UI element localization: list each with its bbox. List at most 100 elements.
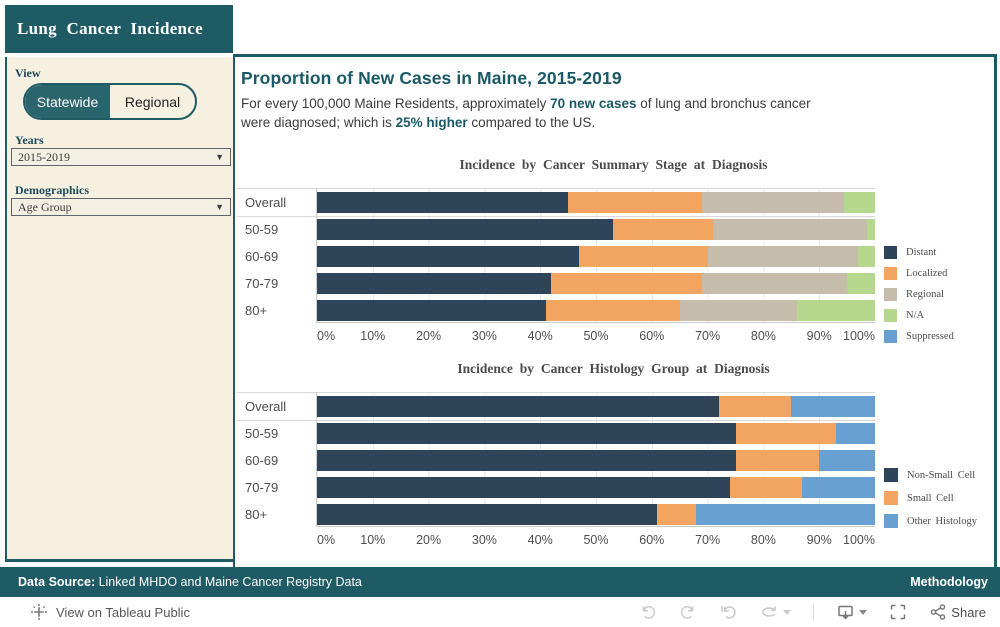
toolbar-divider [813,604,815,620]
download-options-caret[interactable] [859,609,868,615]
legend-item[interactable]: Suppressed [884,330,954,343]
legend-item[interactable]: N/A [884,309,954,322]
bar-segment[interactable] [317,396,719,417]
page-title: Proportion of New Cases in Maine, 2015-2… [241,68,622,88]
category-label: 80+ [245,303,268,318]
bar-segment[interactable] [707,246,859,267]
legend-label: N/A [906,310,925,321]
legend-item[interactable]: Other Histology [884,514,977,528]
legend-item[interactable]: Distant [884,246,954,259]
bar-segment[interactable] [612,219,714,240]
bar-row [317,297,875,324]
intro-line-1: For every 100,000 Maine Residents, appro… [241,96,811,111]
main-panel: Proportion of New Cases in Maine, 2015-2… [233,54,997,568]
filter-sidebar: View Statewide Regional Years 2015-2019 … [5,57,233,562]
bar-segment[interactable] [735,450,820,471]
legend-swatch [884,514,898,528]
toggle-statewide-button[interactable]: Statewide [25,85,110,118]
category-label: Overall [245,195,287,210]
intro-text: For every 100,000 Maine Residents, appro… [241,94,811,132]
legend-item[interactable]: Non-Small Cell [884,468,977,482]
bar-segment[interactable] [858,246,875,267]
bar-segment[interactable] [317,246,580,267]
refresh-button[interactable] [759,603,792,621]
bar-segment[interactable] [317,477,730,498]
bar-segment[interactable] [317,450,736,471]
histology-chart-legend: Non-Small Cell Small Cell Other Histology [884,468,977,537]
bar-segment[interactable] [545,300,680,321]
bar-segment[interactable] [729,477,803,498]
axis-tick-label: 10% [360,533,386,547]
bar-segment[interactable] [317,219,613,240]
axis-tick-label: 70% [695,533,721,547]
axis-tick-label: 60% [639,329,665,343]
bar-segment[interactable] [796,300,875,321]
methodology-link[interactable]: Methodology [910,575,988,589]
toggle-regional-button[interactable]: Regional [110,85,195,118]
axis-tick-label: 0% [317,329,336,343]
bar-segment[interactable] [819,450,875,471]
demographics-label: Demographics [15,183,89,197]
footer-bar: Data Source: Linked MHDO and Maine Cance… [0,567,1000,597]
stage-chart-category-labels: Overall 50-59 60-69 70-79 80+ [237,188,317,323]
legend-label: Suppressed [906,331,954,342]
bar-segment[interactable] [317,192,569,213]
bar-segment[interactable] [317,423,736,444]
bar-segment[interactable] [568,192,702,213]
bar-segment[interactable] [317,273,552,294]
intro-line-2: were diagnosed; which is 25% higher comp… [241,115,596,130]
bar-segment[interactable] [735,423,836,444]
legend-swatch [884,267,897,280]
share-button[interactable]: Share [929,603,986,621]
bar-segment[interactable] [844,192,875,213]
chevron-down-icon: ▼ [215,201,224,212]
bar-segment[interactable] [679,300,797,321]
bar-segment[interactable] [847,273,875,294]
bar-row [317,474,875,501]
redo-button[interactable] [679,603,697,621]
bar-segment[interactable] [791,396,875,417]
bar-row [317,270,875,297]
bar-segment[interactable] [835,423,875,444]
stage-chart-x-axis: 0% 10% 20% 30% 40% 50% 60% 70% 80% 90% 100% [317,326,875,346]
row-divider [237,216,875,217]
legend-label: Distant [906,247,937,258]
axis-tick-label: 90% [806,533,832,547]
bar-segment[interactable] [702,273,848,294]
bar-segment[interactable] [551,273,703,294]
bar-row [317,447,875,474]
axis-tick-label: 100% [843,329,875,343]
legend-label: Regional [906,289,944,300]
dashboard-title-bar: Lung Cancer Incidence [5,5,233,53]
demographics-dropdown[interactable]: Age Group ▼ [11,198,231,216]
legend-swatch [884,491,898,505]
category-label: Overall [245,399,287,414]
legend-item[interactable]: Localized [884,267,954,280]
bar-segment[interactable] [713,219,867,240]
legend-item[interactable]: Small Cell [884,491,977,505]
download-button[interactable] [836,603,868,621]
bar-segment[interactable] [317,300,546,321]
replay-button[interactable] [719,603,737,621]
fullscreen-button[interactable] [889,603,907,621]
undo-button[interactable] [639,603,657,621]
view-on-tableau-public-link[interactable]: View on Tableau Public [30,603,190,621]
refresh-options-caret[interactable] [783,609,792,615]
legend-item[interactable]: Regional [884,288,954,301]
bar-segment[interactable] [579,246,708,267]
axis-tick-label: 0% [317,533,336,547]
bar-segment[interactable] [802,477,875,498]
view-toggle[interactable]: Statewide Regional [23,83,197,120]
data-source-text: Data Source: Linked MHDO and Maine Cance… [18,575,362,589]
bar-segment[interactable] [702,192,845,213]
bar-segment[interactable] [696,504,875,525]
bar-segment[interactable] [317,504,658,525]
bar-segment[interactable] [866,219,875,240]
legend-label: Localized [906,268,948,279]
bar-segment[interactable] [657,504,697,525]
stage-chart-title: Incidence by Cancer Summary Stage at Dia… [459,157,768,172]
years-dropdown[interactable]: 2015-2019 ▼ [11,148,231,166]
histology-chart-category-labels: Overall 50-59 60-69 70-79 80+ [237,392,317,527]
bar-segment[interactable] [718,396,792,417]
